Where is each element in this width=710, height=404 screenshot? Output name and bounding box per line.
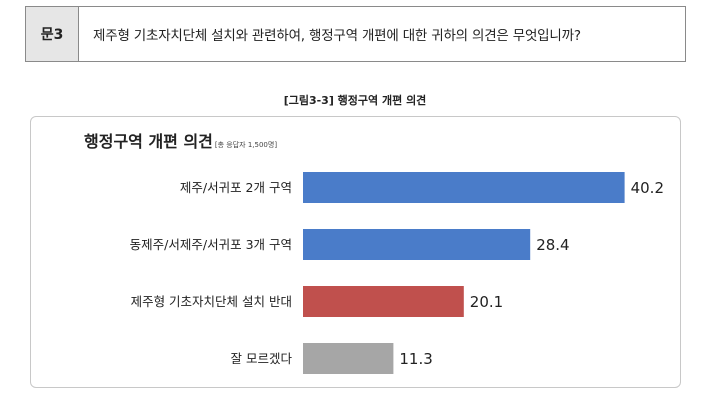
chart-title: 행정구역 개편 의견 — [84, 132, 213, 151]
category-label: 동제주/서제주/서귀포 3개 구역 — [130, 237, 292, 252]
question-text: 제주형 기초자치단체 설치와 관련하여, 행정구역 개편에 대한 귀하의 의견은… — [93, 28, 581, 44]
category-label: 제주형 기초자치단체 설치 반대 — [131, 294, 292, 309]
figure-caption: [그림3-3] 행정구역 개편 의견 — [283, 94, 427, 107]
bar-chart: 제주/서귀포 2개 구역 40.2 동제주/서제주/서귀포 3개 구역 28.4 제주형… — [130, 172, 664, 374]
data-label: 11.3 — [399, 350, 432, 368]
chart-subtitle: [총 응답자 1,500명] — [214, 141, 278, 149]
category-label: 잘 모르겠다 — [231, 351, 293, 366]
bar — [303, 343, 394, 374]
data-label: 40.2 — [631, 179, 664, 197]
data-label: 20.1 — [470, 293, 503, 311]
chart-panel: 행정구역 개편 의견 [총 응답자 1,500명] 제주/서귀포 2개 구역 40.… — [30, 116, 681, 388]
bar — [303, 172, 625, 203]
data-label: 28.4 — [536, 236, 569, 254]
category-label: 제주/서귀포 2개 구역 — [180, 180, 292, 195]
chart-title-block: 행정구역 개편 의견 [총 응답자 1,500명] — [84, 128, 277, 152]
bar — [303, 229, 531, 260]
question-box: 문3 제주형 기초자치단체 설치와 관련하여, 행정구역 개편에 대한 귀하의 … — [25, 6, 686, 62]
question-number: 문3 — [26, 7, 79, 61]
bar — [303, 286, 464, 317]
